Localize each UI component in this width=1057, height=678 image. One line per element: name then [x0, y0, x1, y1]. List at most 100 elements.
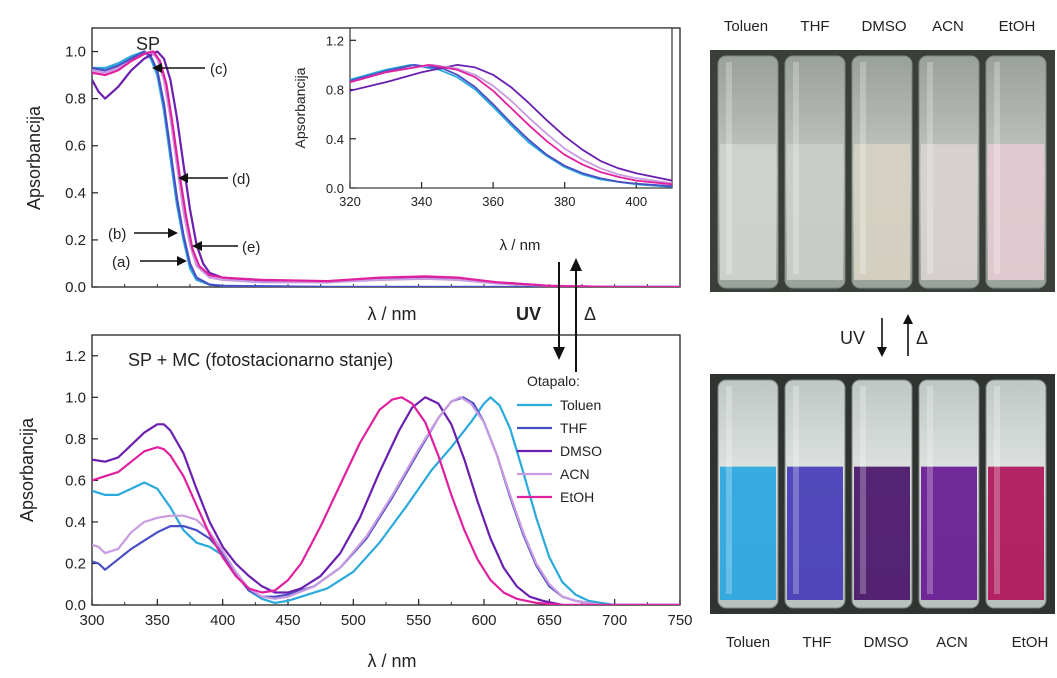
bottom-y-axis-label: Apsorbancija — [17, 417, 37, 522]
y-tick-label: 0.0 — [326, 181, 344, 196]
annotation-a-label: (a) — [112, 254, 130, 271]
annotation-b: (b) — [108, 226, 178, 243]
vial — [851, 379, 913, 609]
x-tick-label: 500 — [341, 612, 366, 629]
top-x-axis-label: λ / nm — [367, 304, 416, 324]
x-tick-label: 360 — [482, 194, 504, 209]
legend: Otapalo: Toluen THF DMSO ACN EtOH — [517, 373, 602, 505]
x-tick-label: 650 — [537, 612, 562, 629]
annotation-c-label: (c) — [210, 61, 228, 78]
vial-label-toluen: Toluen — [724, 18, 768, 35]
arrow-down-icon — [877, 347, 887, 357]
vial — [918, 379, 980, 609]
legend-title: Otapalo: — [527, 373, 580, 389]
vial-liquid — [720, 144, 776, 280]
y-tick-label: 1.2 — [326, 33, 344, 48]
middle-delta-label: Δ — [916, 328, 928, 348]
vial — [918, 55, 980, 289]
y-tick-label: 0.4 — [65, 514, 86, 531]
legend-item-etoh: EtOH — [560, 489, 594, 505]
bottom-series — [92, 396, 680, 605]
y-tick-label: 0.4 — [326, 132, 344, 147]
vial-label-dmso: DMSO — [864, 634, 909, 651]
series-line-dmso — [92, 396, 680, 605]
vial-label-etoh: EtOH — [999, 18, 1036, 35]
vial — [851, 55, 913, 289]
arrow-up-icon — [903, 314, 913, 324]
annotation-a: (a) — [112, 254, 187, 271]
vial — [717, 55, 779, 289]
y-tick-label: 0.8 — [65, 91, 86, 108]
series-line-4 — [92, 50, 680, 287]
annotation-e-label: (e) — [242, 239, 260, 256]
vial-photo-top — [710, 50, 1055, 292]
x-tick-label: 600 — [471, 612, 496, 629]
bottom-ticks: 0.0 0.2 0.4 0.6 0.8 1.0 1.2 300 350 400 450 500 550 6… — [65, 348, 692, 629]
delta-label: Δ — [584, 304, 596, 324]
y-tick-label: 0.6 — [65, 472, 86, 489]
uv-delta-arrows: UV Δ — [516, 258, 596, 372]
x-tick-label: 400 — [625, 194, 647, 209]
inset-plot: 0.0 0.4 0.8 1.2 320 340 360 380 400 Apsorbancija… — [292, 27, 673, 254]
vial-label-thf: THF — [802, 634, 831, 651]
top-y-axis-label: Apsorbancija — [24, 105, 44, 210]
series-line-acn — [92, 396, 680, 605]
top-title: SP — [136, 34, 160, 54]
x-tick-label: 350 — [145, 612, 170, 629]
series-line-toluen — [92, 396, 680, 605]
y-tick-label: 0.8 — [65, 431, 86, 448]
x-tick-label: 450 — [275, 612, 300, 629]
vial — [784, 379, 846, 609]
y-tick-label: 0.4 — [65, 185, 86, 202]
inset-x-axis-label: λ / nm — [500, 237, 541, 254]
legend-item-acn: ACN — [560, 466, 590, 482]
y-tick-label: 0.2 — [65, 555, 86, 572]
bottom-x-axis-label: λ / nm — [367, 651, 416, 671]
uv-label: UV — [516, 304, 541, 324]
series-line-etoh — [92, 396, 680, 605]
inset-ticks: 0.0 0.4 0.8 1.2 320 340 360 380 400 — [326, 33, 647, 209]
vial-liquid — [988, 466, 1044, 600]
x-tick-label: 400 — [210, 612, 235, 629]
vials-top — [717, 55, 1047, 289]
bottom-title: SP + MC (fotostacionarno stanje) — [128, 350, 393, 370]
bottom-plot: 0.0 0.2 0.4 0.6 0.8 1.0 1.2 300 350 400 450 500 550 6… — [17, 334, 693, 671]
top-plot: 0.0 0.2 0.4 0.6 0.8 1.0 Apsorbancija λ / nm S… — [24, 27, 681, 324]
x-tick-label: 550 — [406, 612, 431, 629]
annotation-b-label: (b) — [108, 226, 126, 243]
arrow-down-icon — [553, 347, 565, 360]
x-tick-label: 380 — [554, 194, 576, 209]
x-tick-label: 750 — [667, 612, 692, 629]
vial-liquid — [854, 144, 910, 280]
y-tick-label: 1.2 — [65, 348, 86, 365]
vial-liquid — [921, 466, 977, 600]
x-tick-label: 320 — [339, 194, 361, 209]
annotation-c: (c) — [152, 61, 228, 78]
vial-label-dmso: DMSO — [862, 18, 907, 35]
y-tick-label: 0.8 — [326, 83, 344, 98]
vial-label-acn: ACN — [932, 18, 964, 35]
vial-photo-bottom — [710, 374, 1055, 614]
x-tick-label: 700 — [602, 612, 627, 629]
y-tick-label: 0.2 — [65, 232, 86, 249]
annotation-d-label: (d) — [232, 171, 250, 188]
arrow-up-icon — [570, 258, 582, 271]
x-tick-label: 300 — [79, 612, 104, 629]
y-tick-label: 0.0 — [65, 279, 86, 296]
vial — [985, 55, 1047, 289]
vial-liquid — [787, 466, 843, 600]
x-tick-label: 340 — [411, 194, 433, 209]
vial-liquid — [921, 144, 977, 280]
y-tick-label: 1.0 — [65, 389, 86, 406]
legend-item-thf: THF — [560, 420, 587, 436]
vial-labels-bottom: Toluen THF DMSO ACN EtOH — [726, 634, 1048, 651]
vial-liquid — [854, 466, 910, 600]
vial — [717, 379, 779, 609]
vial-label-etoh: EtOH — [1012, 634, 1049, 651]
annotation-d: (d) — [178, 171, 250, 188]
inset-series — [350, 64, 672, 188]
legend-item-dmso: DMSO — [560, 443, 602, 459]
vial-label-toluen: Toluen — [726, 634, 770, 651]
middle-arrows: UV Δ — [840, 314, 928, 357]
